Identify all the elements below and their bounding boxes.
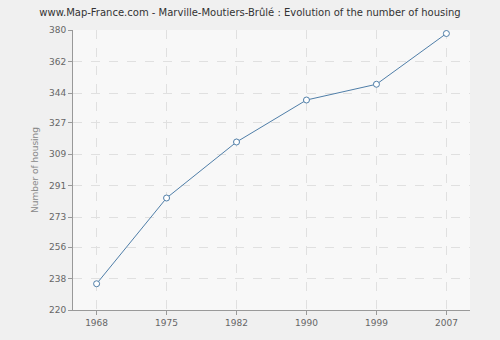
svg-text:www.Map-France.com - Marville-: www.Map-France.com - Marville-Moutiers-B… — [39, 7, 460, 18]
svg-text:220: 220 — [49, 305, 66, 315]
svg-text:309: 309 — [49, 149, 66, 159]
svg-text:362: 362 — [49, 57, 66, 67]
svg-text:1982: 1982 — [225, 318, 248, 328]
svg-text:1999: 1999 — [365, 318, 388, 328]
svg-text:344: 344 — [49, 88, 66, 98]
svg-text:238: 238 — [49, 274, 66, 284]
svg-text:291: 291 — [49, 181, 66, 191]
svg-text:1968: 1968 — [85, 318, 108, 328]
svg-text:256: 256 — [49, 242, 66, 252]
svg-text:380: 380 — [49, 25, 66, 35]
svg-text:1975: 1975 — [155, 318, 178, 328]
svg-text:2007: 2007 — [435, 318, 458, 328]
svg-text:1990: 1990 — [295, 318, 318, 328]
svg-text:327: 327 — [49, 118, 66, 128]
svg-text:273: 273 — [49, 212, 66, 222]
svg-text:Number of housing: Number of housing — [30, 127, 40, 213]
